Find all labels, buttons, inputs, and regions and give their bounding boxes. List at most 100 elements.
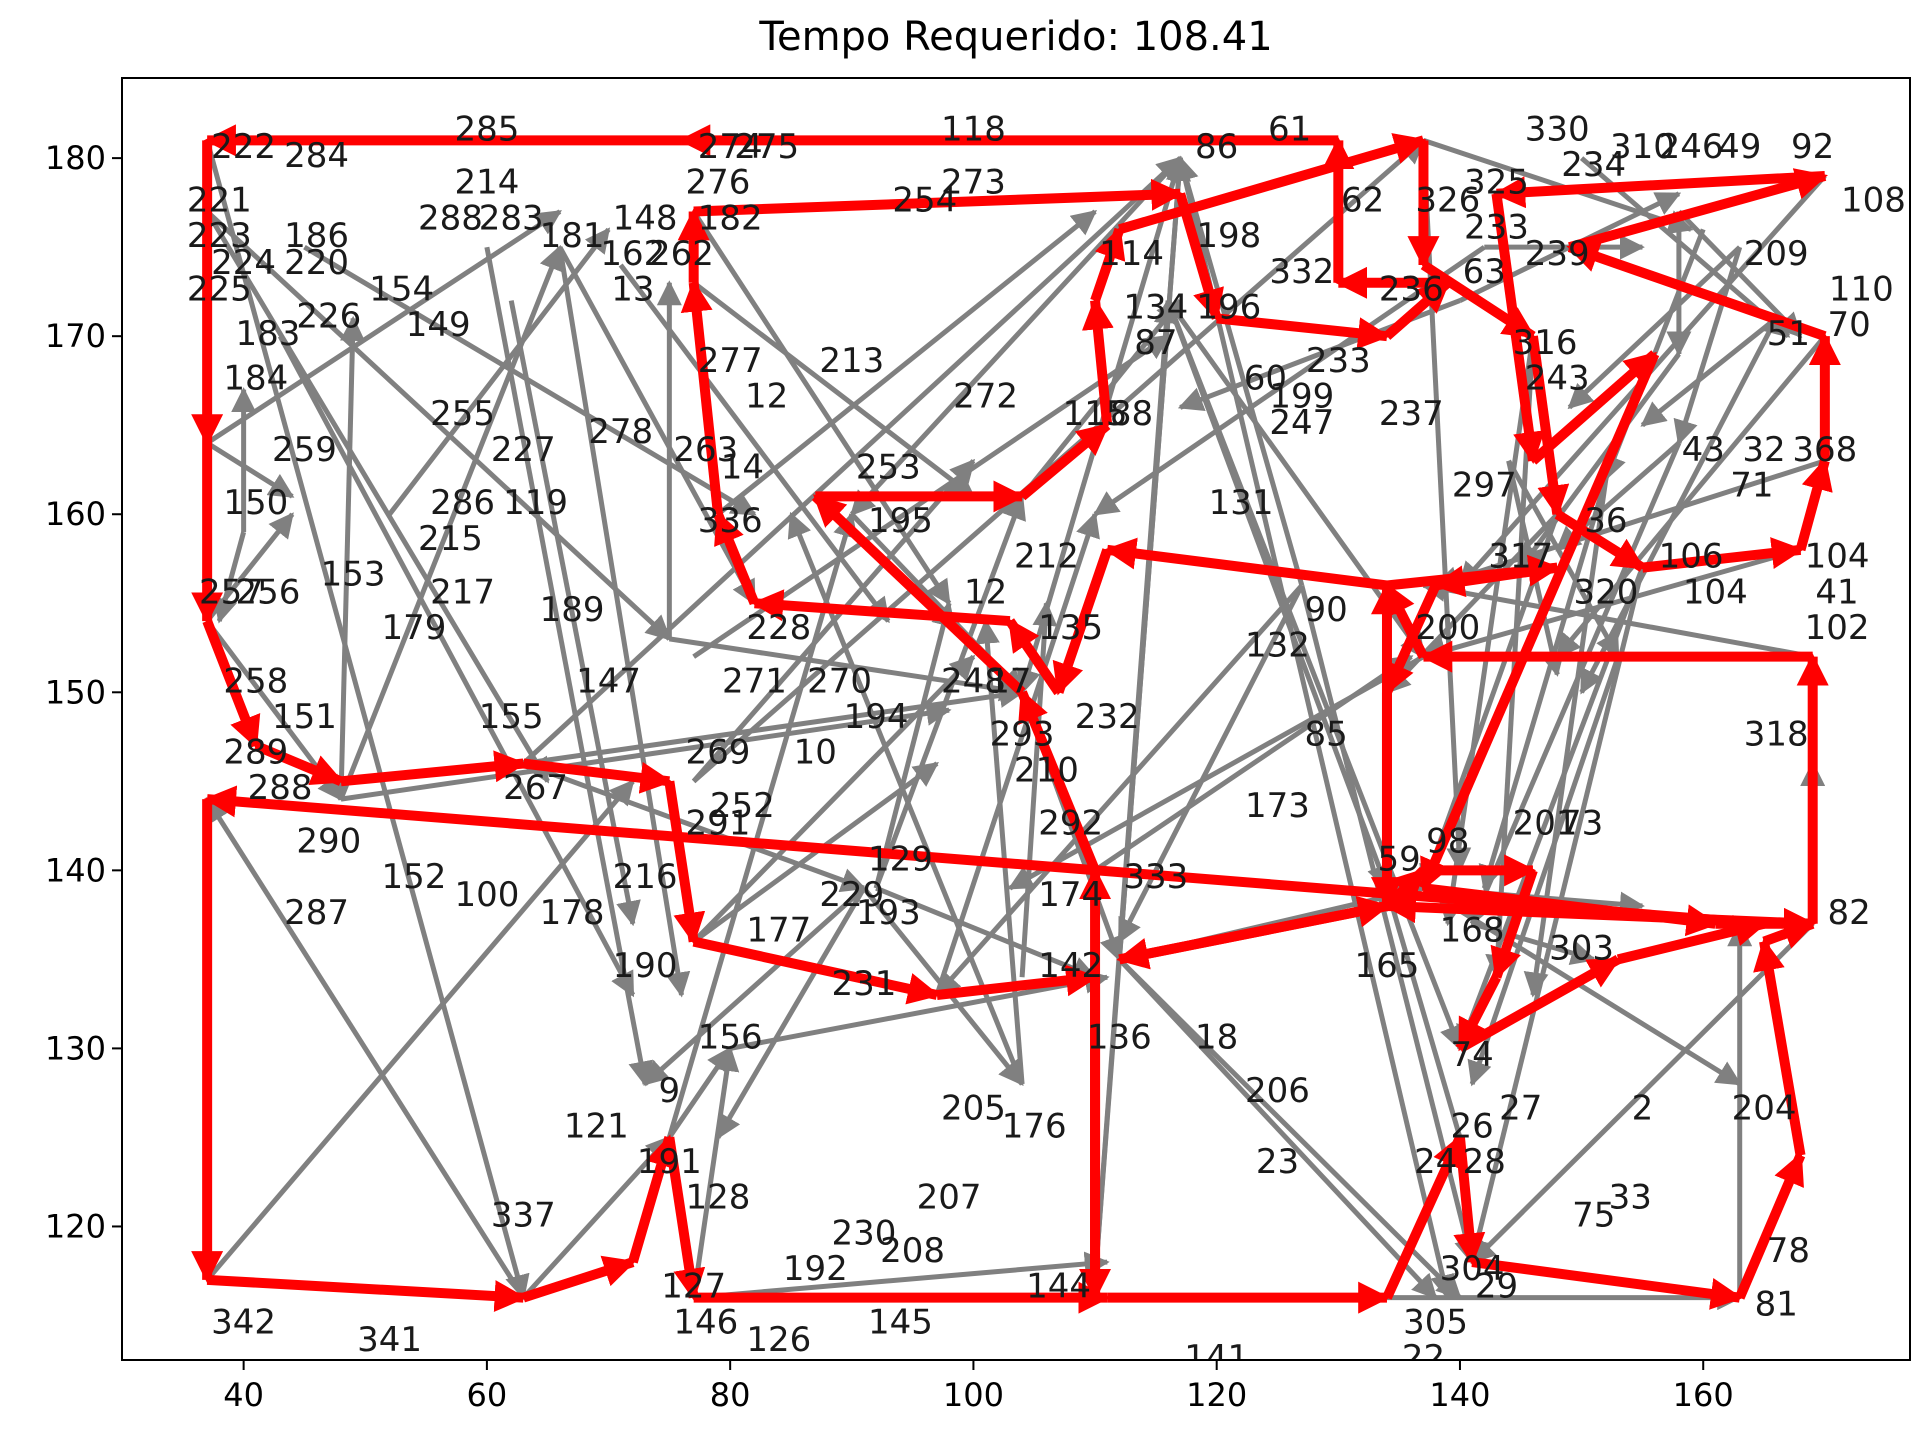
node-label-127: 252 [710, 786, 775, 826]
node-label-22: 283 [479, 198, 544, 238]
route-segment-17 [1005, 618, 1063, 696]
route-segment-24 [1216, 313, 1391, 350]
route-segment-20 [680, 279, 723, 515]
node-label-59: 60 [1244, 359, 1287, 399]
node-label-120: 318 [1744, 715, 1809, 755]
node-label-143: 82 [1828, 893, 1871, 933]
node-label-122: 10 [794, 733, 837, 773]
gray-edge-81 [213, 531, 247, 624]
node-label-121: 289 [223, 733, 288, 773]
node-label-192: 22 [1402, 1338, 1445, 1378]
node-label-89: 212 [1014, 537, 1079, 577]
route-segment-9 [1735, 1152, 1806, 1300]
gray-edge-17 [873, 600, 956, 889]
node-label-149: 303 [1549, 928, 1614, 968]
gray-edge-14 [692, 280, 976, 499]
node-label-73: 14 [721, 448, 764, 488]
route-segment-41 [1017, 689, 1100, 873]
node-label-17: 325 [1464, 163, 1529, 203]
node-label-100: 104 [1683, 572, 1748, 612]
route-segment-71 [1383, 866, 1427, 910]
node-label-142: 333 [1123, 857, 1188, 897]
node-label-18: 221 [187, 181, 252, 221]
node-label-87: 215 [418, 519, 483, 559]
gray-edge-2 [205, 779, 635, 1282]
gray-edge-15 [691, 210, 952, 606]
gray-edge-110 [1471, 921, 1597, 966]
node-label-71: 227 [491, 430, 556, 470]
node-label-164: 176 [1002, 1106, 1067, 1146]
route-segment-6 [1382, 1134, 1465, 1300]
node-label-77: 368 [1792, 430, 1857, 470]
node-label-105: 132 [1245, 626, 1310, 666]
node-label-137: 98 [1426, 822, 1469, 862]
node-label-125: 210 [1014, 750, 1079, 790]
node-label-25: 326 [1415, 181, 1480, 221]
node-label-178: 192 [783, 1249, 848, 1289]
node-label-8: 275 [734, 127, 799, 167]
node-label-154: 156 [698, 1017, 763, 1057]
node-label-5: 222 [211, 127, 276, 167]
node-label-193: 306 [1476, 1356, 1541, 1396]
node-label-166: 2 [1632, 1089, 1654, 1129]
route-segment-56 [1568, 168, 1828, 252]
node-label-26: 108 [1841, 181, 1906, 221]
node-label-13: 92 [1791, 127, 1834, 167]
node-label-151: 231 [832, 964, 897, 1004]
route-segment-75 [1457, 955, 1621, 1053]
node-label-145: 178 [540, 893, 605, 933]
node-label-189: 341 [357, 1320, 422, 1360]
node-label-9: 86 [1195, 127, 1238, 167]
node-label-82: 195 [868, 501, 933, 541]
node-label-53: 70 [1828, 305, 1871, 345]
x-tick-label-1: 60 [467, 1376, 508, 1414]
node-label-44: 110 [1829, 270, 1894, 310]
node-label-113: 17 [988, 661, 1031, 701]
node-label-98: 90 [1305, 590, 1348, 630]
route-segment-52 [1641, 537, 1804, 573]
node-label-182: 127 [661, 1267, 726, 1307]
route-segment-60 [1418, 352, 1660, 892]
node-label-32: 209 [1744, 234, 1809, 274]
y-tick-label-5: 170 [45, 317, 106, 355]
route-segment-42 [811, 492, 1026, 696]
gray-edge-61 [204, 139, 530, 1301]
gray-edge-84 [715, 886, 867, 1140]
gray-edge-19 [873, 494, 1026, 890]
x-tick-label-6: 160 [1673, 1376, 1734, 1414]
node-label-179: 208 [880, 1231, 945, 1271]
gray-edge-73 [522, 761, 867, 893]
node-label-110: 271 [722, 661, 787, 701]
gray-edge-64 [338, 315, 366, 800]
route-segment-55 [1566, 241, 1827, 341]
node-label-27: 223 [187, 216, 252, 256]
node-label-12: 49 [1718, 127, 1761, 167]
route-segment-22 [693, 178, 1184, 217]
node-label-104: 135 [1038, 608, 1103, 648]
node-label-146: 177 [746, 911, 811, 951]
gray-edge-59 [205, 440, 295, 499]
node-label-190: 126 [746, 1320, 811, 1360]
route-segment-8 [1471, 1257, 1743, 1310]
gray-edge-82 [643, 886, 866, 1086]
node-label-107: 102 [1805, 608, 1870, 648]
route-segment-74 [1455, 974, 1501, 1052]
node-label-75: 43 [1682, 430, 1725, 470]
node-label-16: 276 [686, 163, 751, 203]
node-label-85: 36 [1584, 501, 1627, 541]
node-label-139: 216 [613, 857, 678, 897]
node-label-174: 33 [1609, 1178, 1652, 1218]
route-segment-33 [253, 741, 344, 786]
node-label-49: 236 [1379, 270, 1444, 310]
node-label-35: 114 [1099, 234, 1164, 274]
node-label-136: 59 [1378, 839, 1421, 879]
node-label-191: 141 [1184, 1338, 1249, 1378]
gray-edge-91 [935, 583, 1304, 997]
node-label-155: 136 [1087, 1017, 1152, 1057]
node-label-57: 277 [698, 341, 763, 381]
node-label-88: 153 [321, 554, 386, 594]
node-label-184: 342 [211, 1302, 276, 1342]
node-label-109: 147 [576, 661, 641, 701]
gray-edge-100 [1567, 245, 1742, 410]
